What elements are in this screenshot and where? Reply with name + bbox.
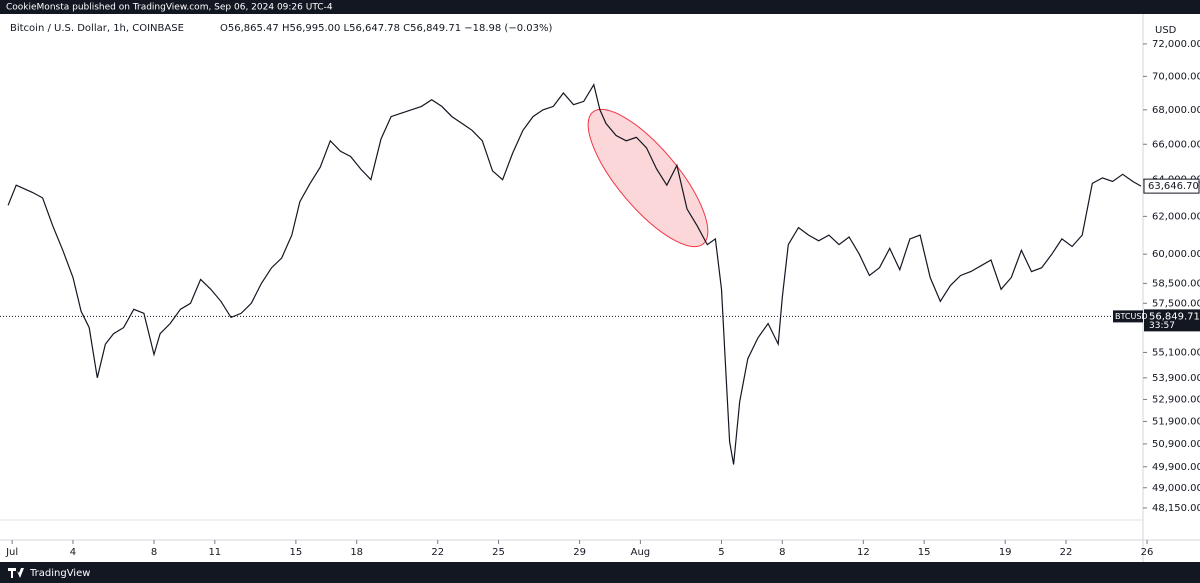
x-tick-label: 15 <box>918 547 931 558</box>
x-tick-label: 18 <box>350 547 363 558</box>
chart-title: Bitcoin / U.S. Dollar, 1h, COINBASE <box>10 23 184 34</box>
x-tick-label: 5 <box>718 547 724 558</box>
footer: TradingView <box>29 568 90 579</box>
top-bar <box>0 0 1200 14</box>
y-tick-label: 49,900.00 <box>1152 462 1200 473</box>
y-tick-label: 70,000.00 <box>1152 71 1200 82</box>
y-tick-label: 53,900.00 <box>1152 373 1200 384</box>
y-tick-label: 62,000.00 <box>1152 211 1200 222</box>
y-tick-label: 48,150.00 <box>1152 503 1200 514</box>
highlight-ellipse <box>587 108 709 248</box>
x-tick-label: 22 <box>1060 547 1073 558</box>
marker-price-label: 63,646.70 <box>1148 181 1199 192</box>
price-line <box>7 83 1142 465</box>
logo <box>8 568 24 578</box>
x-tick-label: 25 <box>492 547 505 558</box>
y-tick-label: 51,900.00 <box>1152 416 1200 427</box>
countdown: 33:57 <box>1149 321 1175 331</box>
y-tick-label: 52,900.00 <box>1152 394 1200 405</box>
x-tick-label: 8 <box>779 547 785 558</box>
last-price-label: 56,849.71 <box>1149 311 1200 322</box>
x-tick-label: Aug <box>631 547 651 558</box>
y-tick-label: 68,000.00 <box>1152 105 1200 116</box>
y-tick-label: 49,000.00 <box>1152 483 1200 494</box>
y-tick-label: 72,000.00 <box>1152 39 1200 50</box>
x-tick-label: 8 <box>151 547 157 558</box>
last-price-box <box>1144 309 1200 332</box>
bottom-bar <box>0 562 1200 583</box>
symbol-tag: BTCUSD <box>1115 312 1148 321</box>
x-tick-label: 22 <box>431 547 444 558</box>
x-tick-label: 29 <box>573 547 586 558</box>
ohlc: O56,865.47 H56,995.00 L56,647.78 C56,849… <box>220 23 552 34</box>
x-tick-label: 19 <box>999 547 1012 558</box>
y-tick-label: 60,000.00 <box>1152 249 1200 260</box>
x-tick-label: Jul <box>5 547 18 558</box>
x-tick-label: 12 <box>857 547 870 558</box>
y-tick-label: 66,000.00 <box>1152 139 1200 150</box>
y-tick-label: 58,500.00 <box>1152 278 1200 289</box>
x-tick-label: 26 <box>1141 547 1154 558</box>
y-tick-label: 55,100.00 <box>1152 347 1200 358</box>
symbol-box <box>1113 310 1143 323</box>
y-unit: USD <box>1155 25 1177 36</box>
marker-price-box <box>1143 178 1200 194</box>
x-tick-label: 11 <box>208 547 221 558</box>
y-tick-label: 57,500.00 <box>1152 298 1200 309</box>
x-tick-label: 15 <box>290 547 303 558</box>
x-tick-label: 4 <box>70 547 76 558</box>
y-tick-label: 50,900.00 <box>1152 439 1200 450</box>
publisher: CookieMonsta published on TradingView.co… <box>6 3 333 13</box>
